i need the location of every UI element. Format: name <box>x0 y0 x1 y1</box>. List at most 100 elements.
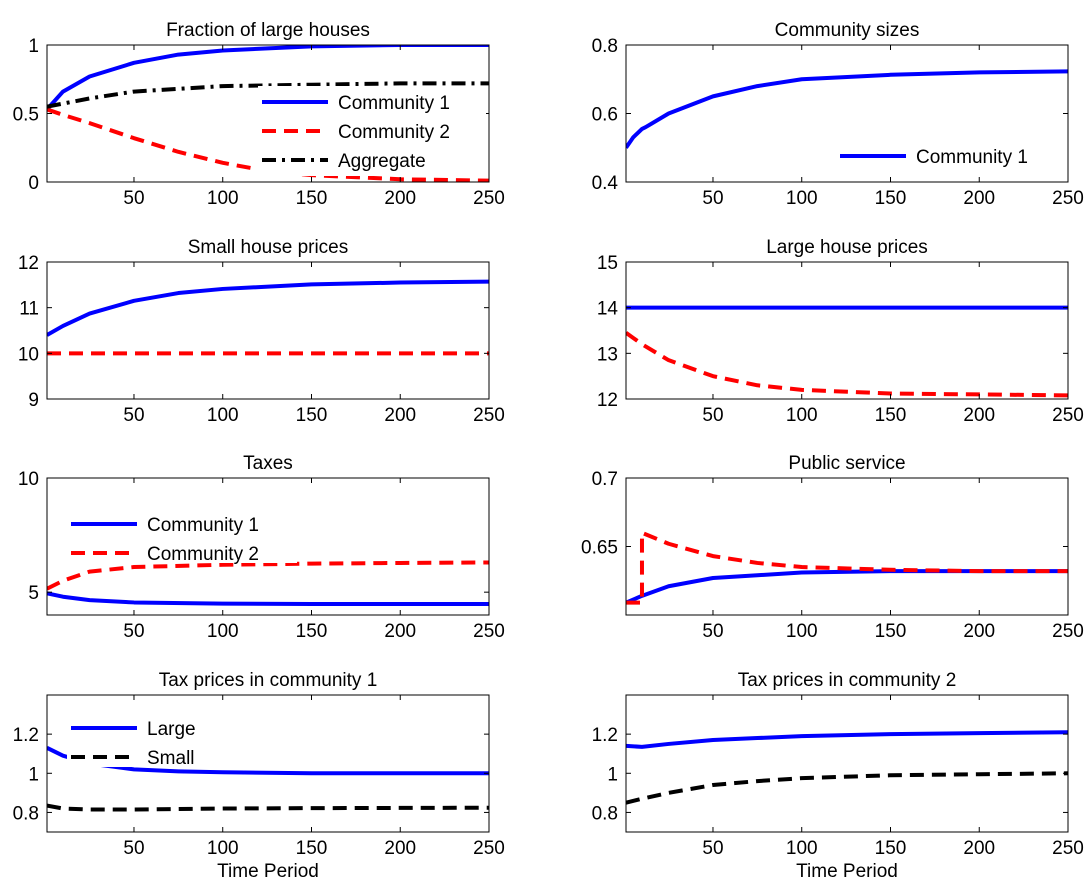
legend: Large Small <box>67 712 217 769</box>
x-tick-label: 250 <box>473 838 505 859</box>
axes-frame <box>46 477 490 616</box>
x-tick-label: 100 <box>786 621 818 642</box>
x-tick-label: 200 <box>384 188 416 209</box>
y-tick-label: 9 <box>28 390 39 411</box>
axes-frame <box>625 477 1069 616</box>
x-tick-label: 100 <box>207 621 239 642</box>
x-axis-label: Time Period <box>217 861 319 882</box>
chart-title: Public service <box>788 453 905 474</box>
legend-label: Community 2 <box>147 544 259 565</box>
y-tick-label: 0.7 <box>592 469 618 490</box>
x-tick-label: 50 <box>123 621 144 642</box>
x-tick-label: 250 <box>1052 188 1084 209</box>
x-tick-label: 50 <box>702 621 723 642</box>
y-tick-label: 12 <box>18 253 39 274</box>
x-tick-label: 100 <box>207 188 239 209</box>
x-tick-label: 50 <box>123 405 144 426</box>
x-tick-label: 150 <box>296 838 328 859</box>
y-tick-label: 1.2 <box>13 725 39 746</box>
y-tick-label: 10 <box>18 344 39 365</box>
x-tick-label: 200 <box>384 621 416 642</box>
chart-title: Small house prices <box>188 237 349 258</box>
axes-frame <box>625 261 1069 400</box>
x-tick-label: 150 <box>875 621 907 642</box>
y-tick-label: 12 <box>597 390 618 411</box>
y-tick-label: 1 <box>28 764 39 785</box>
x-tick-label: 50 <box>702 405 723 426</box>
y-tick-label: 0.8 <box>592 36 618 57</box>
legend-label: Community 1 <box>916 147 1028 168</box>
x-tick-label: 200 <box>963 405 995 426</box>
series-line-1 <box>626 69 1068 149</box>
x-tick-label: 100 <box>786 838 818 859</box>
chart-title: Tax prices in community 2 <box>738 670 957 691</box>
x-tick-label: 50 <box>123 188 144 209</box>
chart-title: Large house prices <box>766 237 928 258</box>
x-tick-label: 200 <box>963 188 995 209</box>
y-tick-label: 0.8 <box>13 803 39 824</box>
chart-panel-6: Public service 50 100 150 200 250 0.65 0.7 <box>581 453 1084 642</box>
y-tick-label: 0.6 <box>592 105 618 126</box>
series-line-2 <box>47 803 489 812</box>
chart-panel-2: Community sizes 50 100 150 200 250 0.4 0.6 0.8 Co… <box>592 20 1084 209</box>
y-tick-label: 1.2 <box>592 725 618 746</box>
x-tick-label: 250 <box>473 405 505 426</box>
y-tick-label: 0 <box>28 173 39 194</box>
x-tick-label: 100 <box>786 405 818 426</box>
y-tick-label: 15 <box>597 253 618 274</box>
series-line-2 <box>47 107 489 182</box>
series-line-2 <box>626 530 1068 605</box>
series-line-1 <box>47 591 489 607</box>
x-tick-label: 250 <box>473 188 505 209</box>
x-tick-label: 50 <box>123 838 144 859</box>
legend-label: Large <box>147 719 196 740</box>
x-tick-label: 200 <box>963 621 995 642</box>
y-tick-label: 13 <box>597 344 618 365</box>
y-tick-label: 0.8 <box>592 803 618 824</box>
series-line-3 <box>47 81 489 109</box>
legend: Community 1 Community 2 Aggregate <box>258 86 486 176</box>
legend-label: Small <box>147 748 195 769</box>
axes-frame <box>46 261 490 400</box>
x-tick-label: 150 <box>875 188 907 209</box>
x-tick-label: 100 <box>207 405 239 426</box>
legend-label: Community 2 <box>338 122 450 143</box>
x-tick-label: 150 <box>875 405 907 426</box>
chart-panel-1: Fraction of large houses 50 100 150 200 250 0 0… <box>13 20 505 209</box>
y-tick-label: 0.4 <box>592 173 619 194</box>
series-line-2 <box>626 331 1068 398</box>
x-axis-label: Time Period <box>796 861 898 882</box>
axes-frame <box>625 694 1069 833</box>
series-line-1 <box>626 569 1068 605</box>
x-tick-label: 150 <box>875 838 907 859</box>
chart-panel-3: Small house prices 50 100 150 200 250 9 10 11 12 <box>18 237 505 426</box>
x-tick-label: 150 <box>296 621 328 642</box>
series-line-1 <box>626 730 1068 749</box>
y-tick-label: 0.65 <box>581 538 618 559</box>
legend: Community 1 <box>836 140 1064 173</box>
y-tick-label: 5 <box>28 583 39 604</box>
legend-label: Community 1 <box>147 515 259 536</box>
x-tick-label: 100 <box>786 188 818 209</box>
x-tick-label: 250 <box>1052 838 1084 859</box>
x-tick-label: 50 <box>702 838 723 859</box>
x-tick-label: 150 <box>296 405 328 426</box>
chart-panel-4: Large house prices 50 100 150 200 250 12 13 14 15 <box>597 237 1084 426</box>
chart-title: Tax prices in community 1 <box>159 670 378 691</box>
chart-title: Fraction of large houses <box>166 20 370 41</box>
x-tick-label: 50 <box>702 188 723 209</box>
y-tick-label: 14 <box>597 299 619 320</box>
y-tick-label: 11 <box>19 299 39 320</box>
series-line-2 <box>626 771 1068 805</box>
series-line-2 <box>47 560 489 591</box>
y-tick-label: 10 <box>18 469 39 490</box>
axes-frame <box>46 694 490 833</box>
legend-label: Community 1 <box>338 93 450 114</box>
legend-label: Aggregate <box>338 151 426 172</box>
x-tick-label: 250 <box>473 621 505 642</box>
y-tick-label: 1 <box>28 36 39 57</box>
legend: Community 1 Community 2 <box>67 508 297 565</box>
x-tick-label: 100 <box>207 838 239 859</box>
